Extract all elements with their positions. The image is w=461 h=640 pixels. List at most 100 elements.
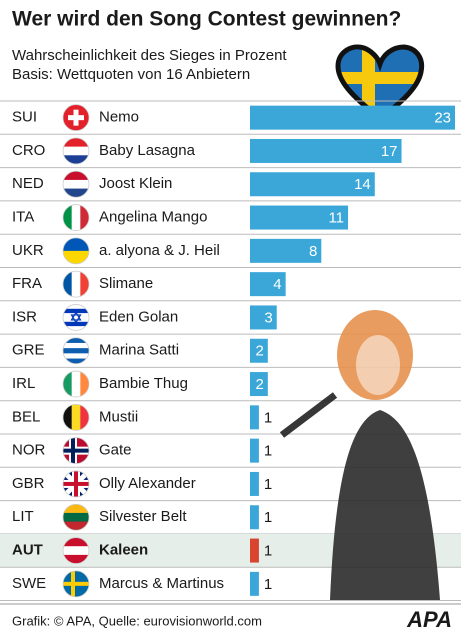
flag <box>62 470 90 498</box>
flag-stripe <box>63 188 89 198</box>
bar <box>250 505 259 530</box>
category-label: UKR <box>12 242 44 259</box>
flag-stripe <box>63 271 73 298</box>
category-label: CRO <box>12 142 45 159</box>
category-label: IRL <box>12 375 35 392</box>
flag <box>62 137 90 165</box>
value-label: 1 <box>264 476 272 493</box>
flag-stripe <box>63 304 89 310</box>
flag-body <box>63 404 89 431</box>
artist-label: Olly Alexander <box>99 475 196 492</box>
artist-label: Gate <box>99 442 132 459</box>
flag-rim <box>62 370 90 398</box>
flag-cross <box>68 115 84 121</box>
value-label: 1 <box>264 443 272 460</box>
flag <box>62 304 90 331</box>
value-label: 11 <box>328 210 344 227</box>
bar <box>250 205 349 230</box>
flag-stripe <box>63 342 89 349</box>
flag-stripe <box>63 250 89 264</box>
flag-rim <box>62 570 90 598</box>
flag-body <box>63 504 89 531</box>
flag-cross <box>63 448 89 453</box>
flag-stripe <box>63 179 89 190</box>
flag-rim <box>62 437 90 465</box>
flag-stripe <box>63 337 89 344</box>
flag-stripe <box>71 371 81 398</box>
artist-label: a. alyona & J. Heil <box>99 242 220 259</box>
artist-label: Joost Klein <box>99 175 172 192</box>
bar <box>250 105 455 130</box>
flag-rim <box>62 104 90 132</box>
bar <box>250 438 259 463</box>
flag <box>62 170 90 198</box>
flag-stripe <box>80 371 89 398</box>
flag-stripe <box>63 146 89 156</box>
bar <box>250 305 277 330</box>
artist-label: Angelina Mango <box>99 209 207 226</box>
flag <box>62 237 90 265</box>
flag-body <box>63 237 89 264</box>
flag-stripe <box>63 521 89 531</box>
flag-cross <box>63 581 89 586</box>
flag-rim <box>62 170 90 198</box>
bar <box>250 538 259 563</box>
flag-stripe <box>80 271 89 298</box>
flag-body <box>63 271 89 298</box>
flag <box>62 403 90 431</box>
bar <box>250 372 268 397</box>
category-label: SUI <box>12 109 37 126</box>
flag-rim <box>62 137 90 165</box>
category-label: AUT <box>12 542 43 559</box>
flag-stripe <box>63 348 89 354</box>
artist-label: Bambie Thug <box>99 375 188 392</box>
category-label: ISR <box>12 308 37 325</box>
category-label: LIT <box>12 508 34 525</box>
flag-rim <box>62 204 90 231</box>
bar <box>250 238 322 263</box>
category-label: GRE <box>12 342 45 359</box>
flag-stripe <box>63 546 89 556</box>
value-label: 23 <box>434 110 451 127</box>
flag-stripe <box>63 358 89 364</box>
logo: APA <box>406 607 452 632</box>
flag-rim <box>62 237 90 265</box>
flag-stripe <box>63 512 89 523</box>
artist-label: Marcus & Martinus <box>99 575 224 592</box>
value-label: 1 <box>264 576 272 593</box>
bar <box>250 338 268 363</box>
flag-stripe <box>63 537 89 547</box>
value-label: 2 <box>255 376 263 393</box>
category-label: GBR <box>12 475 45 492</box>
flag-body <box>63 337 89 364</box>
flag-stripe <box>63 137 89 148</box>
value-label: 2 <box>255 343 263 360</box>
flag <box>62 570 90 598</box>
flag <box>62 537 90 564</box>
flag-stripe <box>63 171 89 181</box>
subtitle: Wahrscheinlichkeit des Sieges in Prozent <box>12 47 287 64</box>
value-label: 3 <box>264 309 272 326</box>
value-label: 17 <box>381 143 398 160</box>
flag-body <box>63 537 89 564</box>
flag-cross <box>63 481 89 486</box>
flag-stripe <box>71 204 81 231</box>
flag <box>62 270 90 298</box>
flag <box>62 437 90 465</box>
category-label: BEL <box>12 408 40 425</box>
flag-stripe <box>71 271 81 298</box>
flag <box>62 503 90 531</box>
singer-photo <box>279 310 440 600</box>
flag-rim <box>62 337 90 365</box>
flag-body <box>63 570 89 597</box>
bar <box>250 138 402 163</box>
value-label: 14 <box>354 176 371 193</box>
subtitle: Basis: Wettquoten von 16 Anbietern <box>12 66 250 83</box>
flag-rim <box>62 403 90 431</box>
flag-stripe <box>63 404 73 431</box>
flag-body <box>63 470 89 497</box>
flag-stripe <box>80 204 89 231</box>
flag <box>62 370 90 398</box>
flag-rim <box>62 470 90 498</box>
